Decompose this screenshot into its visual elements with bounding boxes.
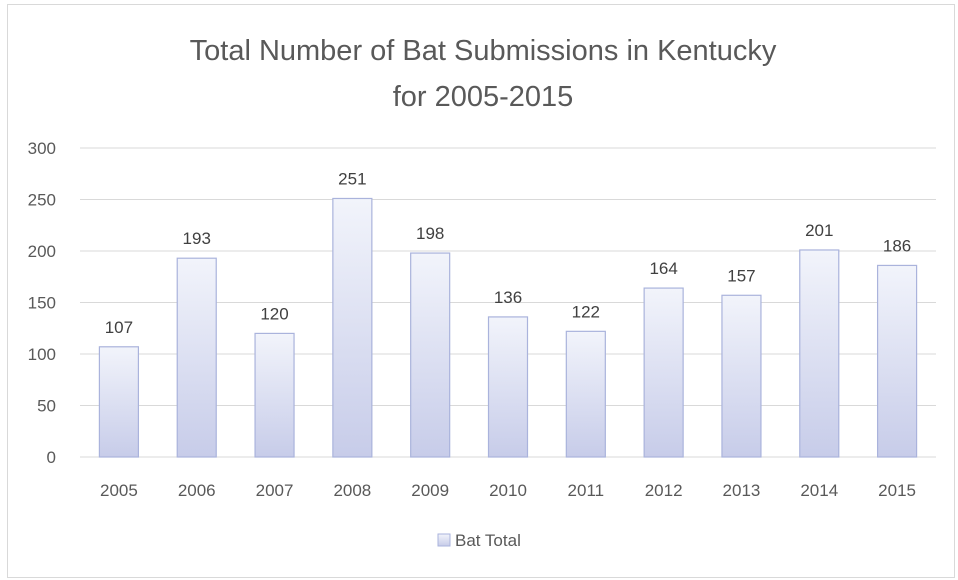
data-label-2005: 107 [105, 318, 133, 337]
x-tick-label-2008: 2008 [333, 481, 371, 500]
bar-2014 [799, 249, 840, 458]
data-label-2014: 201 [805, 221, 833, 240]
x-tick-label-2015: 2015 [878, 481, 916, 500]
data-label-2015: 186 [883, 236, 911, 255]
gridlines [80, 147, 936, 458]
y-tick-label: 0 [47, 448, 56, 467]
y-tick-label: 250 [28, 191, 56, 210]
chart-title-line-2: for 2005-2015 [393, 81, 574, 113]
bar-2011 [565, 330, 606, 458]
x-axis-ticks: 2005 2006 2007 2008 2009 2010 2011 2012 2013 2014… [100, 481, 916, 500]
x-tick-label-2013: 2013 [723, 481, 761, 500]
data-labels: 107 193 120 251 198 136 122 164 157 201 186 [105, 169, 912, 336]
x-tick-label-2006: 2006 [178, 481, 216, 500]
data-label-2006: 193 [183, 229, 211, 248]
bar-2013 [721, 294, 762, 458]
y-tick-label: 150 [28, 294, 56, 313]
bar-2005 [98, 346, 140, 458]
x-tick-label-2012: 2012 [645, 481, 683, 500]
data-label-2011: 122 [572, 302, 600, 321]
legend-swatch-bat-total [437, 533, 451, 547]
y-tick-label: 200 [28, 242, 56, 261]
data-label-2008: 251 [338, 169, 366, 188]
bar-2010 [487, 316, 529, 458]
x-tick-label-2005: 2005 [100, 481, 138, 500]
data-label-2013: 157 [727, 266, 755, 285]
x-tick-label-2007: 2007 [256, 481, 294, 500]
data-label-2012: 164 [649, 259, 677, 278]
x-tick-label-2011: 2011 [568, 481, 605, 500]
y-axis-ticks: 0 50 100 150 200 250 300 [28, 139, 56, 467]
bar-2009 [410, 252, 451, 458]
x-tick-label-2009: 2009 [411, 481, 449, 500]
data-label-2009: 198 [416, 224, 444, 243]
data-label-2010: 136 [494, 288, 522, 307]
x-tick-label-2010: 2010 [489, 481, 527, 500]
chart-frame [7, 4, 955, 578]
bars [98, 197, 918, 458]
y-tick-label: 50 [37, 397, 56, 416]
bar-2015 [876, 264, 918, 458]
chart-title-line-1: Total Number of Bat Submissions in Kentu… [190, 35, 777, 67]
bar-2012 [643, 287, 684, 458]
bar-2008 [332, 197, 373, 458]
y-tick-label: 300 [28, 139, 56, 158]
bar-2007 [254, 332, 295, 458]
legend: Bat Total [437, 531, 521, 550]
x-tick-label-2014: 2014 [800, 481, 838, 500]
data-label-2007: 120 [260, 304, 288, 323]
legend-label-bat-total: Bat Total [455, 531, 521, 550]
y-tick-label: 100 [28, 345, 56, 364]
bar-2006 [176, 257, 217, 458]
